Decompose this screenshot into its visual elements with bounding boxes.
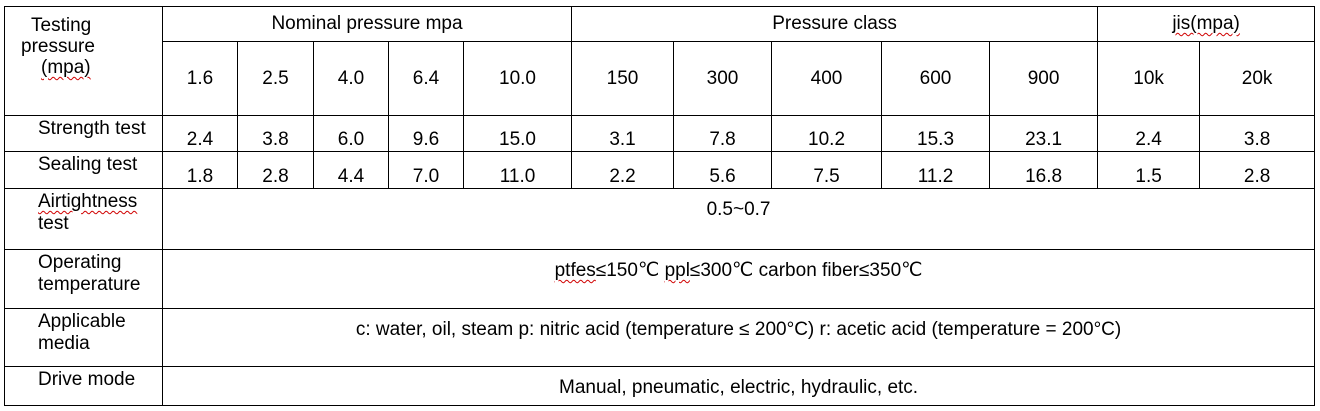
ptfes-text: ptfes [554,260,596,281]
jis-group-label: jis(mpa) [1172,13,1240,34]
column-header: 10k [1097,41,1201,116]
temperature-label-line-1: Operating [38,252,122,273]
media-label-line-1: Applicable [38,311,126,332]
table-cell: 15.3 [881,115,991,152]
table-cell: 6.0 [313,115,389,152]
table-cell: 7.0 [388,151,464,189]
table-cell: 2.4 [162,115,238,152]
drive-mode-value: Manual, pneumatic, electric, hydraulic, … [161,366,1316,406]
column-header: 300 [673,41,773,116]
table-row: Operating temperature ptfes≤150℃ ppl≤300℃… [4,249,1316,309]
table-row: Drive mode Manual, pneumatic, electric, … [4,366,1316,406]
row-label-sealing-test: Sealing test [4,151,163,189]
applicable-media-value: c: water, oil, steam p: nitric acid (tem… [161,308,1316,367]
table-cell: 3.8 [1199,115,1316,152]
corner-header-cell: Testing pressure (mpa) [4,6,163,116]
table-row: Applicable media c: water, oil, steam p: … [4,308,1316,367]
corner-line-1: Testing [31,15,92,36]
ppl-text: ppl [664,260,690,281]
table-cell: 2.2 [571,151,675,189]
column-header: 4.0 [313,41,389,116]
group-header-nominal: Nominal pressure mpa [161,6,573,42]
group-header-jis: jis(mpa) [1097,6,1316,42]
column-header: 150 [571,41,675,116]
column-header: 400 [771,41,883,116]
table-cell: 16.8 [989,151,1099,189]
table-cell: 11.0 [462,151,573,189]
column-header: 900 [989,41,1099,116]
airtightness-label-line-2: test [38,213,69,234]
column-header: 600 [881,41,991,116]
corner-line-3: (mpa) [41,57,91,78]
table-cell: 7.5 [771,151,883,189]
pressure-spec-table: Testing pressure (mpa) Nominal pressure mp… [4,6,1316,406]
column-header: 10.0 [462,41,573,116]
row-label-drive-mode: Drive mode [4,366,163,406]
row-label-applicable-media: Applicable media [4,308,163,367]
column-header: 6.4 [388,41,464,116]
table-cell: 10.2 [771,115,883,152]
group-header-pressure-class: Pressure class [571,6,1099,42]
table-cell: 7.8 [673,115,773,152]
corner-line-2: pressure [21,36,95,57]
table-cell: 2.4 [1097,115,1201,152]
table-cell: 2.8 [1199,151,1316,189]
column-header: 2.5 [237,41,314,116]
airtightness-label-line-1: Airtightness [38,191,138,212]
operating-temperature-value: ptfes≤150℃ ppl≤300℃ carbon fiber≤350℃ [161,249,1316,309]
table-cell: 2.8 [237,151,314,189]
table-cell: 3.1 [571,115,675,152]
row-label-airtightness-test: Airtightness test [4,188,163,250]
table-cell: 4.4 [313,151,389,189]
header-columns-row: 1.6 2.5 4.0 6.4 10.0 150 300 400 600 900… [5,41,1316,116]
table-row: Strength test 2.4 3.8 6.0 9.6 15.0 3.1 7… [4,115,1316,152]
table-cell: 23.1 [989,115,1099,152]
column-header: 20k [1199,41,1316,116]
row-label-operating-temperature: Operating temperature [4,249,163,309]
row-label-strength-test: Strength test [4,115,163,152]
table-cell: 1.8 [162,151,238,189]
table-cell: 11.2 [881,151,991,189]
media-label-line-2: media [38,333,90,354]
table-row: Airtightness test 0.5~0.7 [4,188,1316,250]
column-header: 1.6 [162,41,238,116]
table-cell: 5.6 [673,151,773,189]
table-cell: 9.6 [388,115,464,152]
header-group-row: Testing pressure (mpa) Nominal pressure mp… [4,6,1316,116]
ppl-carbon-limit-text: ≤300℃ carbon fiber≤350℃ [689,260,923,281]
table-row: Sealing test 1.8 2.8 4.4 7.0 11.0 2.2 5.… [4,151,1316,189]
table-cell: 15.0 [462,115,573,152]
airtightness-value: 0.5~0.7 [161,188,1316,250]
ptfes-limit-text: ≤150℃ [595,260,665,281]
table-cell: 1.5 [1097,151,1201,189]
temperature-label-line-2: temperature [38,274,141,295]
table-cell: 3.8 [237,115,314,152]
